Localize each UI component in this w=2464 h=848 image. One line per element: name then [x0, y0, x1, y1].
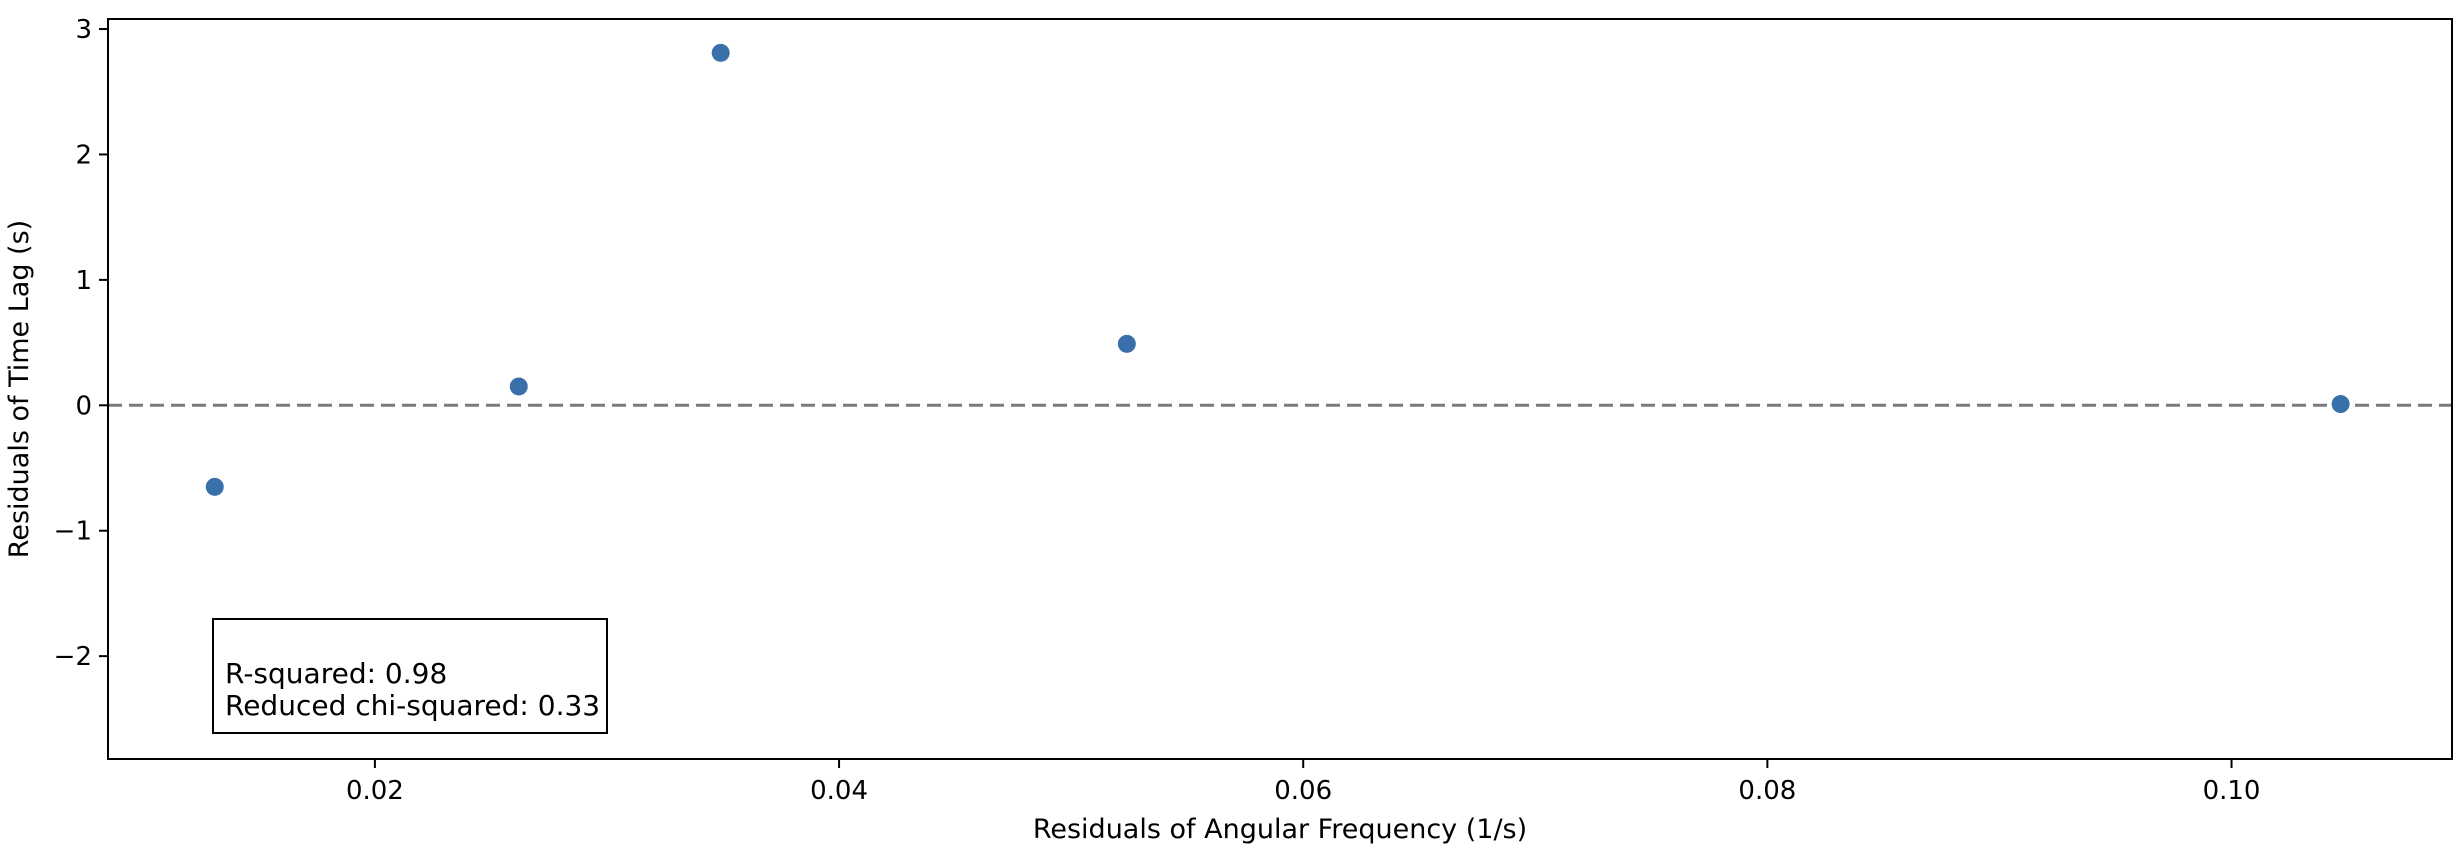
- annotation-r-squared: R-squared: 0.98: [225, 657, 447, 690]
- y-tick-label: 1: [75, 266, 92, 296]
- stats-annotation: R-squared: 0.98 Reduced chi-squared: 0.3…: [212, 618, 608, 734]
- x-tick-label: 0.10: [2203, 776, 2261, 806]
- x-axis-label: Residuals of Angular Frequency (1/s): [1033, 814, 1527, 845]
- y-tick-label: −2: [54, 642, 92, 672]
- x-tick-label: 0.06: [1274, 776, 1332, 806]
- annotation-reduced-chi-squared: Reduced chi-squared: 0.33: [225, 689, 600, 722]
- data-point: [1117, 334, 1136, 353]
- x-tick-label: 0.08: [1738, 776, 1796, 806]
- data-points: [205, 43, 2350, 496]
- data-point: [711, 43, 730, 62]
- y-tick-label: 2: [75, 140, 92, 170]
- data-point: [2331, 395, 2350, 414]
- plot-frame: [107, 18, 2453, 760]
- y-tick-label: −1: [54, 517, 92, 547]
- y-tick-label: 0: [75, 391, 92, 421]
- y-axis-label: Residuals of Time Lag (s): [4, 220, 35, 558]
- data-point: [509, 377, 528, 396]
- data-point: [205, 477, 224, 496]
- annotation-box: [212, 618, 608, 734]
- x-axis-ticks: 0.02 0.04 0.06 0.08 0.10: [346, 759, 2261, 806]
- x-tick-label: 0.04: [810, 776, 868, 806]
- y-tick-label: 3: [75, 15, 92, 45]
- y-axis-ticks: −2 −1 0 1 2 3: [54, 15, 108, 672]
- x-tick-label: 0.02: [346, 776, 404, 806]
